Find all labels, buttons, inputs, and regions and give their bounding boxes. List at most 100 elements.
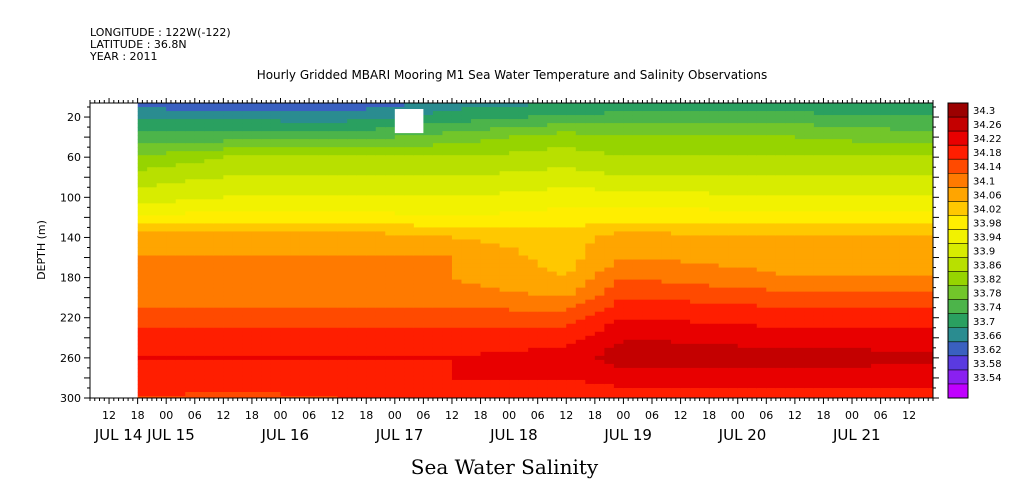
heat-cell bbox=[509, 295, 520, 301]
heat-cell bbox=[537, 287, 548, 293]
heat-cell bbox=[309, 307, 320, 313]
heat-cell bbox=[613, 267, 625, 273]
heat-cell bbox=[642, 355, 653, 361]
heat-cell bbox=[623, 359, 634, 365]
heat-cell bbox=[594, 255, 605, 261]
heat-cell bbox=[575, 263, 586, 269]
heat-cell bbox=[756, 199, 767, 204]
heat-cell bbox=[490, 175, 501, 180]
heat-cell bbox=[690, 311, 701, 317]
heat-cell bbox=[747, 203, 758, 208]
heat-cell bbox=[566, 255, 577, 261]
heat-cell bbox=[737, 307, 748, 313]
heat-cell bbox=[632, 315, 644, 321]
heat-cell bbox=[147, 339, 158, 345]
heat-cell bbox=[528, 275, 539, 281]
heat-cell bbox=[623, 115, 634, 120]
heat-cell bbox=[671, 379, 682, 385]
heat-cell bbox=[747, 387, 758, 393]
heat-cell bbox=[442, 187, 453, 192]
heat-cell bbox=[423, 195, 434, 200]
heat-cell bbox=[366, 191, 377, 196]
heat-cell bbox=[318, 187, 329, 192]
heat-cell bbox=[442, 323, 453, 329]
heat-cell bbox=[575, 315, 586, 321]
heat-cell bbox=[680, 379, 691, 385]
heat-cell bbox=[385, 319, 396, 325]
heat-cell bbox=[366, 215, 377, 220]
heat-cell bbox=[223, 183, 234, 188]
heat-cell bbox=[413, 187, 424, 192]
heat-cell bbox=[756, 347, 767, 353]
heat-cell bbox=[309, 291, 320, 297]
heat-cell bbox=[490, 203, 501, 208]
heat-cell bbox=[642, 199, 653, 204]
heat-cell bbox=[442, 359, 453, 365]
heat-cell bbox=[290, 247, 301, 253]
heat-cell bbox=[690, 299, 701, 305]
heat-cell bbox=[642, 387, 653, 393]
heat-cell bbox=[413, 359, 424, 365]
heat-cell bbox=[766, 243, 777, 249]
heat-cell bbox=[613, 223, 625, 229]
heat-cell bbox=[204, 255, 215, 261]
heat-cell bbox=[652, 195, 663, 200]
heat-cell bbox=[232, 271, 244, 277]
heat-cell bbox=[575, 227, 586, 233]
heat-cell bbox=[613, 107, 625, 112]
heat-cell bbox=[185, 343, 196, 349]
heat-cell bbox=[290, 379, 301, 385]
heat-cell bbox=[166, 319, 177, 325]
heat-cell bbox=[499, 159, 510, 164]
heat-cell bbox=[137, 383, 148, 389]
heat-cell bbox=[537, 207, 548, 212]
heat-cell bbox=[432, 311, 444, 317]
heat-cell bbox=[766, 275, 777, 281]
heat-cell bbox=[718, 111, 729, 116]
heat-cell bbox=[375, 323, 386, 329]
heat-cell bbox=[518, 335, 529, 341]
heat-cell bbox=[432, 175, 444, 180]
heat-cell bbox=[194, 371, 205, 377]
heat-cell bbox=[737, 239, 748, 245]
heat-cell bbox=[652, 183, 663, 188]
heat-cell bbox=[394, 175, 405, 180]
heat-cell bbox=[461, 327, 472, 333]
heat-cell bbox=[366, 199, 377, 204]
heat-cell bbox=[518, 375, 529, 381]
heat-cell bbox=[661, 363, 672, 369]
heat-cell bbox=[766, 355, 777, 361]
heat-cell bbox=[442, 167, 453, 172]
heat-cell bbox=[709, 363, 720, 369]
heat-cell bbox=[451, 283, 463, 289]
heat-cell bbox=[471, 323, 482, 329]
heat-cell bbox=[604, 211, 615, 216]
heat-cell bbox=[604, 111, 615, 116]
heat-cell bbox=[480, 155, 491, 160]
heat-cell bbox=[690, 283, 701, 289]
heat-cell bbox=[185, 339, 196, 345]
heat-cell bbox=[270, 371, 282, 377]
heat-cell bbox=[480, 239, 491, 245]
heat-cell bbox=[270, 243, 282, 249]
heat-cell bbox=[575, 299, 586, 305]
heat-cell bbox=[194, 295, 205, 301]
heat-cell bbox=[156, 375, 167, 381]
heat-cell bbox=[680, 279, 691, 285]
heat-cell bbox=[471, 239, 482, 245]
heat-cell bbox=[652, 291, 663, 297]
heat-cell bbox=[280, 267, 291, 273]
heat-cell bbox=[671, 199, 682, 204]
heat-cell bbox=[575, 131, 586, 136]
heat-cell bbox=[585, 243, 596, 249]
heat-cell bbox=[632, 175, 644, 180]
heat-cell bbox=[404, 143, 415, 148]
heat-cell bbox=[347, 159, 358, 164]
heat-cell bbox=[270, 207, 282, 212]
heat-cell bbox=[366, 275, 377, 281]
heat-cell bbox=[347, 143, 358, 148]
heat-cell bbox=[223, 219, 234, 224]
heat-cell bbox=[413, 387, 424, 393]
heat-cell bbox=[375, 183, 386, 188]
heat-cell bbox=[471, 103, 482, 108]
